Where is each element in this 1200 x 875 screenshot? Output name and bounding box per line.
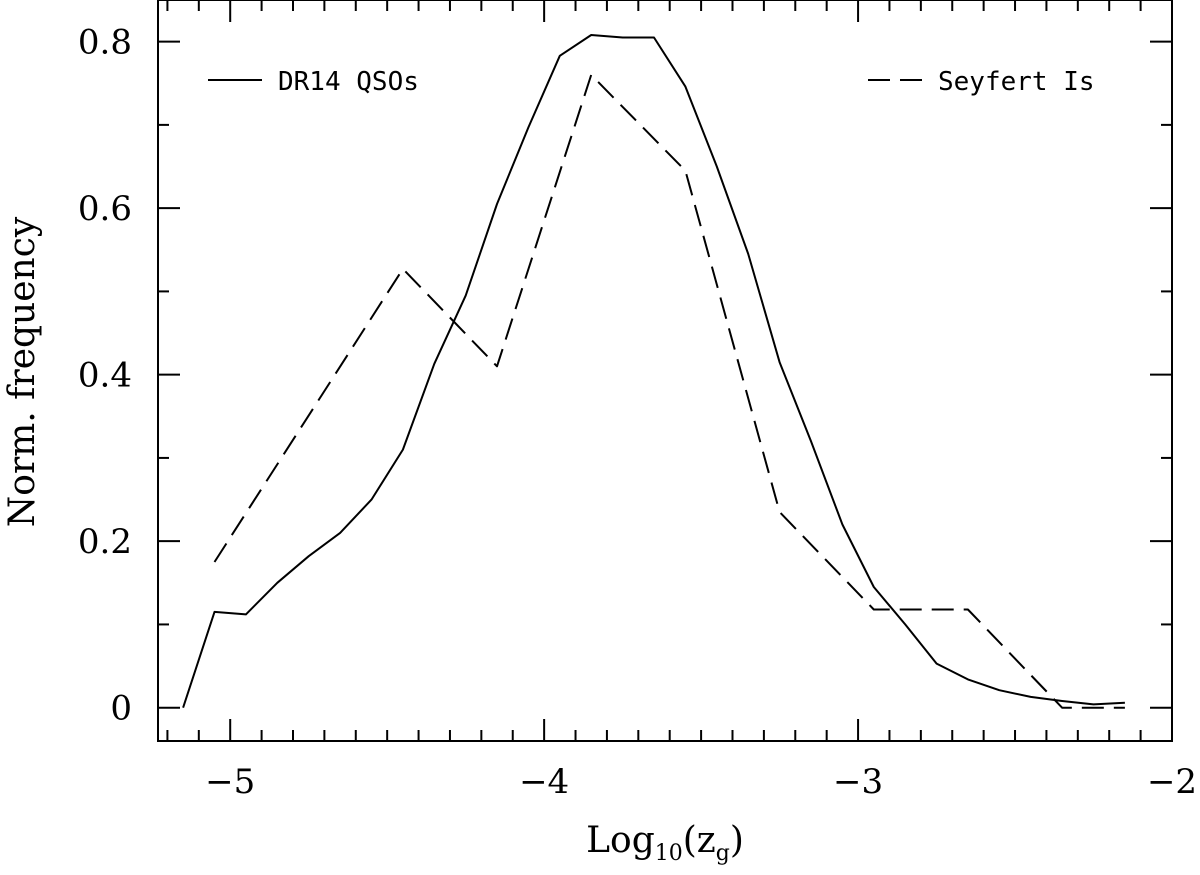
x-tick-label: −5: [205, 762, 255, 802]
axis-ticks: [158, 0, 1173, 741]
y-axis-title: Norm. frequency: [2, 216, 43, 527]
axis-tick-labels: −5 −4 −3 −2 0 0.2 0.4 0.6 0.8: [78, 23, 1197, 802]
legend: DR14 QSOs Seyfert Is: [208, 67, 1095, 97]
y-tick-label: 0.8: [78, 23, 132, 63]
y-tick-label: 0.4: [78, 356, 132, 396]
x-axis-title-base: Log: [586, 820, 655, 861]
series-layer: [182, 34, 1125, 709]
y-tick-label: 0.6: [78, 189, 132, 229]
series-line-dr14-qsos: [182, 34, 1125, 709]
x-tick-label: −3: [833, 762, 883, 802]
x-axis-title-open: (z: [683, 820, 716, 861]
y-tick-label: 0.2: [78, 522, 132, 562]
x-tick-label: −2: [1147, 762, 1197, 802]
plot-frame: [157, 0, 1173, 742]
x-axis-title-sub: 10: [655, 841, 683, 866]
y-tick-label: 0: [110, 689, 132, 729]
x-axis-title-sub2: g: [716, 841, 730, 866]
x-axis-title-close: ): [730, 820, 744, 861]
x-tick-label: −4: [519, 762, 569, 802]
legend-label-seyfert: Seyfert Is: [938, 67, 1095, 97]
series-line-seyfert-is: [213, 73, 1125, 709]
x-axis-title: Log10(zg): [586, 820, 744, 866]
legend-label-dr14: DR14 QSOs: [278, 67, 419, 97]
